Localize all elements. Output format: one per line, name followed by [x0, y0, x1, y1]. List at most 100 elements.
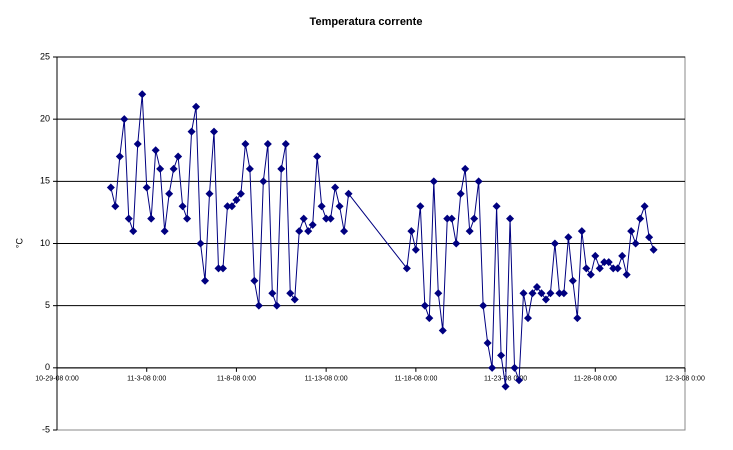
- data-point: [335, 202, 344, 211]
- data-point: [138, 90, 147, 99]
- data-point: [236, 189, 245, 198]
- data-point: [196, 239, 205, 248]
- data-point: [304, 227, 313, 236]
- data-point: [519, 289, 528, 298]
- data-point: [160, 227, 169, 236]
- data-point: [263, 140, 272, 149]
- data-point: [568, 276, 577, 285]
- x-tick-label: 11-18-08 0:00: [394, 376, 437, 383]
- data-point: [254, 301, 263, 310]
- data-point: [550, 239, 559, 248]
- data-point: [326, 214, 335, 223]
- data-point: [613, 264, 622, 273]
- data-point: [515, 376, 524, 385]
- data-point: [331, 183, 340, 192]
- data-point: [425, 314, 434, 323]
- data-line: [110, 94, 655, 387]
- data-point: [447, 214, 456, 223]
- data-point: [555, 289, 564, 298]
- data-point: [192, 102, 201, 111]
- data-point: [295, 227, 304, 236]
- data-point: [479, 301, 488, 310]
- data-point: [227, 202, 236, 211]
- data-point: [411, 245, 420, 254]
- data-point: [299, 214, 308, 223]
- chart-title: Temperatura corrente: [310, 16, 423, 28]
- data-point: [640, 202, 649, 211]
- data-point: [290, 295, 299, 304]
- data-point: [223, 202, 232, 211]
- data-point: [622, 270, 631, 279]
- data-point: [281, 140, 290, 149]
- data-point: [465, 227, 474, 236]
- data-point: [461, 164, 470, 173]
- data-point: [452, 239, 461, 248]
- data-point: [443, 214, 452, 223]
- data-point: [649, 245, 658, 254]
- x-tick-label: 11-28-08 0:00: [574, 376, 617, 383]
- data-point: [201, 276, 210, 285]
- data-point: [501, 382, 510, 391]
- data-point: [124, 214, 133, 223]
- data-point: [577, 227, 586, 236]
- data-point: [524, 314, 532, 323]
- data-point: [250, 276, 259, 285]
- data-point: [627, 227, 636, 236]
- data-point: [308, 220, 317, 229]
- data-point: [218, 264, 227, 273]
- data-point: [492, 202, 501, 211]
- data-point: [174, 152, 183, 161]
- data-point: [259, 177, 268, 186]
- data-point: [497, 351, 506, 360]
- x-tick-label: 10-29-08 0:00: [35, 376, 79, 383]
- data-point: [604, 258, 613, 267]
- data-point: [474, 177, 483, 186]
- data-point: [151, 146, 160, 155]
- data-point: [205, 189, 214, 198]
- data-point: [528, 289, 537, 298]
- data-point: [582, 264, 591, 273]
- data-point: [631, 239, 640, 248]
- data-point: [407, 227, 416, 236]
- x-tick-label: 12-3-08 0:00: [665, 376, 705, 383]
- data-point: [420, 301, 429, 310]
- data-point: [510, 363, 519, 372]
- data-point: [142, 183, 151, 192]
- data-point: [156, 164, 165, 173]
- data-point: [129, 227, 138, 236]
- data-point: [636, 214, 645, 223]
- data-point: [214, 264, 223, 273]
- data-point: [559, 289, 568, 298]
- data-point: [241, 140, 250, 149]
- y-tick-label: 0: [45, 362, 50, 372]
- data-point: [416, 202, 425, 211]
- data-point: [183, 214, 192, 223]
- data-point: [483, 338, 492, 347]
- data-point: [456, 189, 465, 198]
- data-point: [178, 202, 187, 211]
- x-tick-label: 11-8-08 0:00: [217, 376, 256, 383]
- data-point: [268, 289, 277, 298]
- data-point: [609, 264, 618, 273]
- data-point: [272, 301, 281, 310]
- y-tick-label: 5: [45, 300, 50, 310]
- data-point: [470, 214, 479, 223]
- data-point: [645, 233, 654, 242]
- data-point: [618, 251, 627, 260]
- data-point: [232, 195, 241, 204]
- data-point: [532, 283, 541, 292]
- data-point: [187, 127, 196, 136]
- data-point: [245, 164, 254, 173]
- data-point: [438, 326, 447, 335]
- y-tick-label: 20: [40, 114, 50, 124]
- data-point: [402, 264, 411, 273]
- data-point: [573, 314, 582, 323]
- data-point: [111, 202, 120, 211]
- data-point: [210, 127, 218, 136]
- data-point: [564, 233, 573, 242]
- y-tick-label: -5: [42, 424, 50, 434]
- x-tick-label: 11-3-08 0:00: [127, 376, 166, 383]
- data-point: [340, 227, 349, 236]
